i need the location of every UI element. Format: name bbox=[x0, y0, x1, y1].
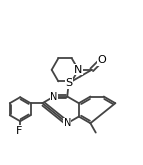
Text: S: S bbox=[65, 78, 72, 88]
Text: N: N bbox=[74, 65, 83, 75]
Text: O: O bbox=[97, 55, 106, 66]
Text: N: N bbox=[50, 92, 58, 101]
Text: F: F bbox=[16, 126, 22, 136]
Text: N: N bbox=[64, 118, 71, 128]
